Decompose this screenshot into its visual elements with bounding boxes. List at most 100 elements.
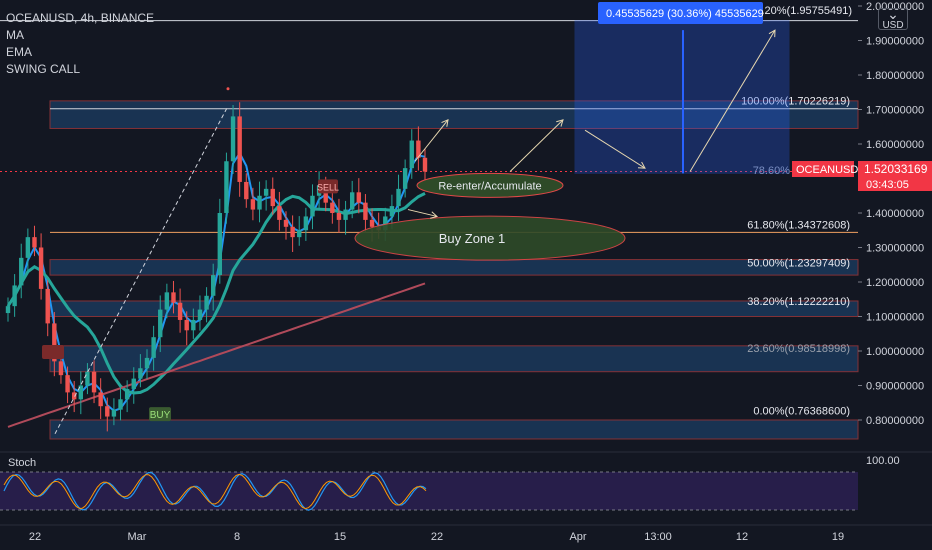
projection-arrow-head [637,161,646,169]
buy-signal-box [149,407,171,422]
candle-body [19,257,24,286]
indicator-ma[interactable]: MA [6,28,24,42]
fib-level-label: 23.60%(0.98518998) [747,343,850,355]
indicator-ema[interactable]: EMA [6,45,33,59]
candle-body [257,195,262,210]
long-ma-line [7,282,426,428]
candle-body [151,337,156,358]
projection-arrow [509,119,564,172]
fib-zone [49,259,859,276]
candle-body [52,323,57,362]
candle-body [191,319,196,331]
candle-body [224,161,229,213]
buy-signal-label: BUY [150,410,171,421]
candle-body [263,188,269,196]
annotations: Re-enter/Accumulate Buy Zone 1 BUY SELL [42,29,776,435]
time-axis[interactable]: 22 Mar 8 15 22 Apr 13:00 12 19 [29,531,844,543]
candle-body [356,192,362,203]
candle-body [105,406,110,417]
candle-body [389,206,395,217]
candle-body [323,185,328,203]
fib-zones: 0.00%(0.76368600) 23.60%(0.98518998) 38.20… [0,5,859,440]
projection-arrow-head [556,119,564,127]
candle-body [363,202,368,220]
candle-body [177,302,183,320]
candle-body [310,195,315,217]
price-tick-label: 1.40000000 [866,208,924,220]
candle-body [237,116,242,182]
candle-body [164,292,170,310]
projection-arrow [584,129,646,169]
measure-label: 0.45535629 (30.36%) 45535629 [606,8,764,20]
time-tick-label: 15 [334,531,346,543]
projection-arrow [407,209,438,217]
price-tick-label: 1.70000000 [866,105,924,117]
stoch-d-line [3,473,427,510]
sell-signal-label: SELL [317,182,339,192]
time-tick-label: 8 [234,531,240,543]
candle-body [91,371,97,393]
moving-averages [6,151,426,428]
candle-body [290,226,295,238]
stoch-level-100: 100.00 [866,455,900,467]
fib-zone [49,419,859,440]
candle-body [85,371,90,386]
price-tick-label: 1.90000000 [866,36,924,48]
candle-body [230,116,236,162]
fib-zone [49,300,859,318]
candle-body [217,213,223,276]
candle-body [171,292,176,303]
accumulate-ellipse [416,172,564,198]
time-tick-label: Apr [569,531,586,543]
time-tick-label: 19 [832,531,844,543]
symbol-title[interactable]: OCEANUSD, 4h, BINANCE [6,11,155,25]
projection-arrow-head [430,211,439,219]
candle-body [71,392,77,400]
projection-arrow-head [768,29,776,38]
candle-body [297,230,302,238]
candle-body [383,216,388,231]
projection-arrow-head [441,119,449,127]
buy-zone-ellipse [354,215,626,261]
currency-button[interactable]: ⌄ USD [878,7,908,31]
fib-level-label: 0.00%(0.76368600) [753,406,850,418]
candle-body [330,202,335,213]
candle-body [158,309,163,338]
slow-ma-line [6,192,426,395]
candle-body [38,247,44,289]
projection-arrow [689,29,776,172]
accumulate-label: Re-enter/Accumulate [438,180,541,192]
candle-body [111,409,117,417]
stoch-band [0,472,858,510]
candle-body [98,392,103,407]
candle-body [12,285,17,307]
fib-level-label: 100.00%(1.70226219) [741,96,850,108]
candle-body [277,206,282,220]
fib-level-label: 78.60% [753,165,791,177]
candle-body [396,188,401,207]
candle-body [25,237,31,258]
price-tick-label: 0.80000000 [866,415,924,427]
candle-body [270,188,275,207]
fib-level-label: 38.20%(1.12222210) [747,296,850,308]
candle-body [303,216,309,231]
price-tick-label: 1.30000000 [866,243,924,255]
stoch-lines [3,471,427,511]
indicator-swing-call[interactable]: SWING CALL [6,62,81,76]
candle-body [78,385,84,400]
candle-body [283,219,289,227]
candle-body [32,237,37,248]
last-price-value: 1.52033169 [864,162,928,176]
candle-body [369,219,375,227]
time-tick-label: 12 [736,531,748,543]
measure-box: 0.45535629 (30.36%) 45535629 [574,2,790,174]
time-tick-label: 22 [431,531,443,543]
fast-ma-line [7,151,426,412]
price-axis[interactable]: 0.80000000 0.90000000 1.00000000 1.10000000… [858,1,924,427]
price-tick-label: 1.20000000 [866,277,924,289]
price-tick-label: 1.60000000 [866,139,924,151]
swing-dashed-line [54,105,229,435]
candle-body [45,288,50,324]
projection-arrow [414,119,449,162]
